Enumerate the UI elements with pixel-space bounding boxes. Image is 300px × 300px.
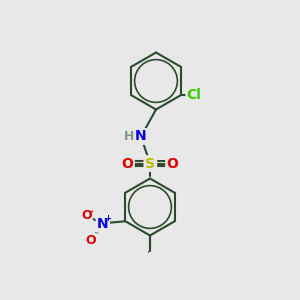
Text: Cl: Cl (187, 88, 202, 102)
Text: +: + (104, 214, 111, 223)
Text: -: - (89, 207, 93, 217)
Text: H: H (124, 130, 134, 143)
Text: /: / (148, 244, 152, 254)
Text: O: O (167, 157, 178, 170)
Text: O: O (85, 234, 96, 247)
Text: N: N (135, 130, 147, 143)
Text: O: O (81, 209, 92, 222)
Text: S: S (145, 157, 155, 170)
Text: O: O (122, 157, 134, 170)
Text: N: N (97, 217, 109, 231)
